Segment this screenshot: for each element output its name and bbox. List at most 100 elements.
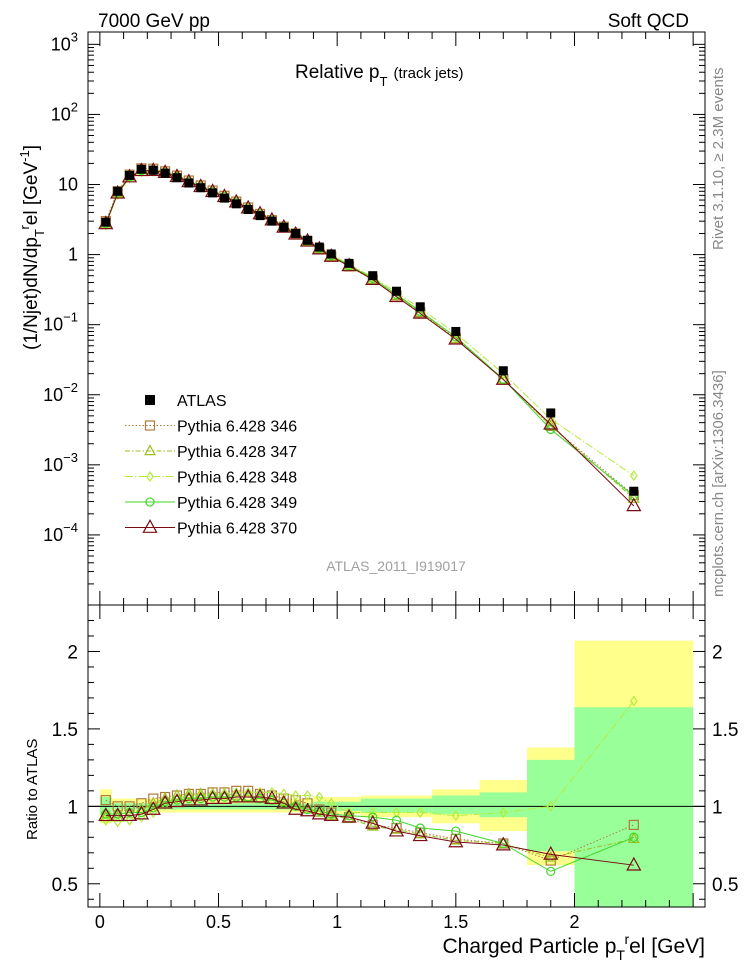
legend-marker [142,519,158,533]
main-title-sub: T [380,74,388,89]
ratio-series-marker [368,812,378,822]
ratio-ytick-label-right: 1.5 [712,720,738,741]
top-ytick-label-base: 1 [68,245,78,265]
series-marker [543,415,559,430]
ratio-series-marker [544,850,557,862]
data-point [243,204,253,214]
ratio-series-marker [543,845,559,860]
data-point [101,217,111,227]
legend-label: Pythia 6.428 348 [177,470,297,487]
data-point [415,302,425,312]
top-ytick-label: 10−2 [43,380,78,405]
ratio-series-marker [629,832,639,842]
data-point [208,188,218,198]
ratio-series-marker [415,823,425,833]
ratio-ylabel: Ratio to ATLAS [24,739,41,840]
ratio-series-marker [101,814,110,826]
ratio-ytick-label: 2 [67,642,78,663]
ratio-series-marker [498,838,508,849]
top-ytick-label: 102 [51,99,78,124]
ratio-series-marker [276,794,292,809]
ratio-series-marker [228,788,244,803]
ratio-series-marker [323,807,339,822]
ratio-series-marker [344,810,354,821]
ratio-series-marker [448,833,464,848]
ratio-ytick-label-right: 1 [712,797,723,818]
legend-label: Pythia 6.428 347 [177,444,297,461]
ratio-series-marker [171,788,183,800]
ratio-series-marker [299,802,316,817]
ratio-series-marker [193,791,209,806]
ratio-series-marker [98,807,114,822]
ratio-panel: 0 0.5 1 1.5 2 0.5 0.5 1 1 1.5 1.5 2 2 [52,604,738,932]
data-point [148,165,158,175]
top-ytick-label: 103 [51,29,78,54]
ratio-series-marker [124,801,135,812]
ratio-series-marker [184,793,194,804]
series-line [105,170,635,477]
data-point [160,168,170,178]
ratio-series-marker [302,798,313,809]
top-ytick-label-exp: −2 [63,380,78,395]
legend-marker-atlas [145,395,155,405]
data-point [136,164,146,174]
data-point [629,486,639,496]
ratio-series-line [105,700,635,823]
ratio-series-marker [196,793,206,804]
data-point [546,408,556,418]
ratio-series-marker [546,866,556,877]
ratio-series-marker [133,805,150,820]
ratio-series-marker [288,800,304,815]
data-point [267,216,277,226]
ratio-series-marker [125,814,134,826]
ratio-series-marker [451,810,460,822]
ratio-series-marker [169,793,185,808]
top-ytick-label-base: 10 [43,455,63,475]
legend: ATLAS Pythia 6.428 346 Pythia 6.428 347 Pyt… [125,393,297,538]
top-ylabel-sup: r [17,225,32,230]
ratio-series-marker [148,803,158,813]
top-ytick-label-base: 10 [43,385,63,405]
ratio-series-marker [121,807,138,822]
ratio-series-marker [194,787,207,799]
top-frame [87,31,706,606]
top-ylabel-sub: T [32,229,47,237]
series-marker [448,330,464,345]
data-point [498,366,508,376]
ratio-series-marker [626,856,642,871]
header-left: 7000 GeV pp [98,11,210,32]
ratio-xtick-label: 2 [569,912,579,932]
top-ytick-label-base: 10 [51,34,71,54]
top-ytick-label-exp: −4 [63,520,78,535]
top-ytick-label-exp: −3 [63,450,78,465]
ratio-series-marker [499,806,508,819]
data-point [344,258,354,268]
data-point [326,249,336,259]
ratio-series-marker [160,797,170,807]
series-marker [629,470,638,482]
ratio-frame [87,604,706,908]
ratio-series-line [105,790,635,862]
top-ytick-label-base: 10 [51,104,71,124]
top-ylabel-exp: -1 [17,150,32,162]
data-point [196,183,206,193]
ratio-xlabel-sub: T [616,947,625,963]
ratio-ytick-label-right: 2 [712,642,723,663]
ratio-series-marker [495,836,511,851]
watermark: ATLAS_2011_I919017 [326,558,466,574]
ratio-series-marker [113,809,123,819]
ratio-xtick-label: 0.5 [206,912,231,932]
ratio-series-marker [157,794,173,809]
top-ylabel-rest: el [GeV [21,161,42,225]
ratio-series-marker [204,790,221,804]
ratio-series-marker [101,809,111,819]
ratio-series-marker [365,814,381,829]
ratio-band-inner [574,707,694,907]
data-point [231,199,241,209]
top-ytick-label: 10−3 [43,450,78,475]
ratio-series-marker [416,806,425,819]
top-ytick-label-base: 10 [43,315,63,335]
ratio-series-marker [216,790,233,804]
ratio-series-marker [388,822,405,837]
legend-label-atlas: ATLAS [177,393,227,410]
